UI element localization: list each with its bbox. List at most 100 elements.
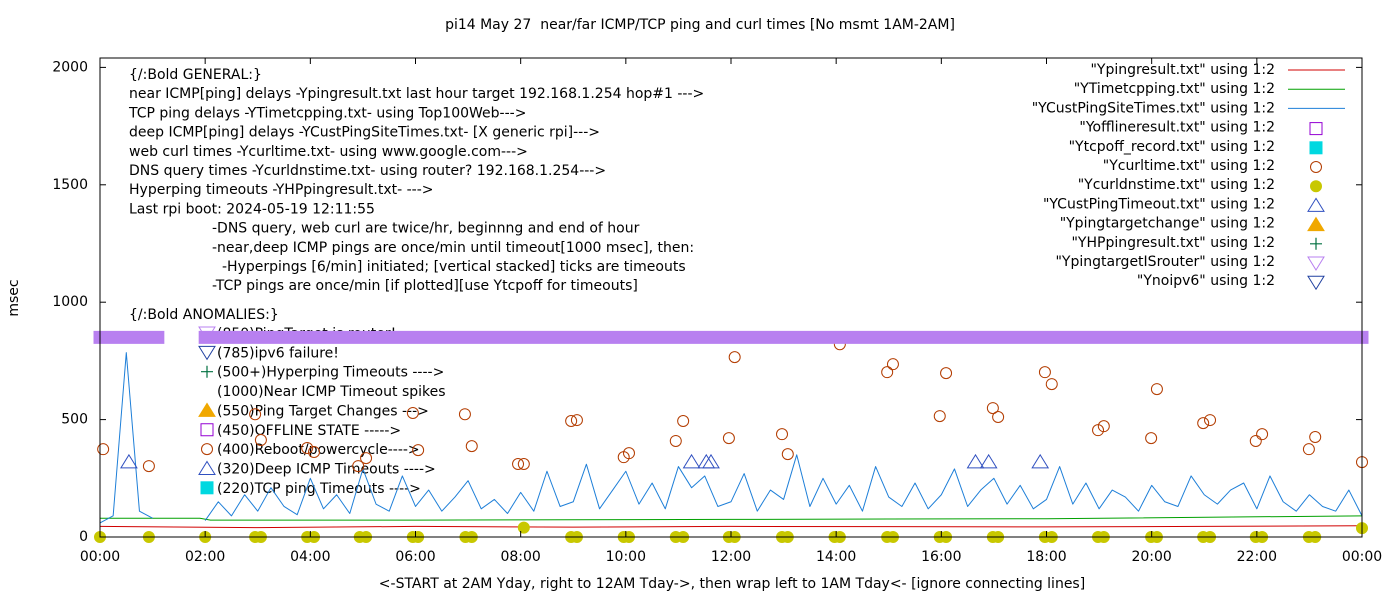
x-tick-label: 02:00	[185, 549, 225, 565]
annotation: deep ICMP[ping] delays -YCustPingSiteTim…	[129, 125, 600, 141]
data-point	[682, 453, 701, 469]
data-point	[933, 410, 946, 423]
legend-label: "YpingtargetISrouter" using 1:2	[1055, 254, 1275, 270]
data-point	[1031, 453, 1050, 469]
annotation: (220)TCP ping Timeouts ---->	[217, 481, 421, 497]
annotation: (500+)Hyperping Timeouts ---->	[217, 365, 444, 381]
legend-swatch	[1310, 180, 1322, 193]
legend-label: "Ycurldnstime.txt" using 1:2	[1078, 177, 1275, 193]
data-point	[352, 460, 365, 473]
x-tick-label: 10:00	[606, 549, 646, 565]
data-point	[1038, 366, 1051, 379]
chart-title: pi14 May 27 near/far ICMP/TCP ping and c…	[445, 17, 955, 33]
annotation-icon	[201, 365, 213, 378]
y-tick-label: 0	[79, 529, 88, 545]
annotation: DNS query times -Ycurldnstime.txt- using…	[129, 163, 606, 179]
x-tick-label: 18:00	[1026, 549, 1066, 565]
data-point	[781, 448, 794, 461]
legend-swatch	[1307, 197, 1325, 212]
data-point	[622, 447, 635, 460]
legend-label: "YTimetcpping.txt" using 1:2	[1074, 81, 1275, 97]
data-point	[1145, 432, 1158, 445]
data-point	[458, 408, 471, 421]
data-point	[412, 444, 425, 457]
data-point	[570, 414, 583, 427]
annotation: Hyperping timeouts -YHPpingresult.txt- -…	[129, 182, 434, 198]
data-point	[1249, 434, 1262, 447]
legend-swatch	[1307, 216, 1325, 232]
data-point	[142, 460, 155, 473]
annotation-icon	[200, 423, 214, 437]
legend-label: "Ynoipv6" using 1:2	[1137, 273, 1275, 289]
data-point	[728, 351, 741, 364]
series-line	[99, 525, 1363, 529]
x-tick-label: 14:00	[816, 549, 856, 565]
data-point	[1150, 383, 1163, 396]
legend-label: "YHPpingresult.txt" using 1:2	[1071, 235, 1275, 251]
legend-label: "Ytcpoff_record.txt" using 1:2	[1069, 139, 1275, 155]
x-tick-label: 08:00	[500, 549, 540, 565]
data-point	[966, 453, 985, 469]
data-point	[677, 415, 690, 428]
data-point	[517, 521, 530, 534]
y-tick-label: 2000	[52, 59, 88, 75]
data-point	[986, 402, 999, 415]
annotation: (400)Reboot/powercycle---->	[217, 442, 420, 458]
annotation: Last rpi boot: 2024-05-19 12:11:55	[129, 201, 375, 217]
x-axis-label: <-START at 2AM Yday, right to 12AM Tday-…	[379, 576, 1085, 592]
data-point	[1309, 430, 1322, 443]
data-point	[702, 453, 720, 469]
x-tick-label: 20:00	[1131, 549, 1171, 565]
legend-swatch	[1310, 161, 1322, 173]
data-point	[992, 411, 1005, 424]
data-point	[565, 415, 578, 428]
annotation-icon	[198, 345, 216, 361]
y-tick-label: 1500	[52, 177, 88, 193]
y-tick-label: 500	[61, 412, 88, 428]
data-point	[881, 366, 894, 379]
data-point	[1097, 420, 1110, 433]
series-line	[100, 515, 1363, 521]
x-tick-label: 00:00	[80, 549, 120, 565]
annotation: {/:Bold ANOMALIES:}	[129, 307, 279, 323]
data-point	[360, 452, 373, 465]
legend-swatch	[1310, 237, 1322, 250]
legend-label: "YCustPingTimeout.txt" using 1:2	[1043, 196, 1275, 212]
series-line	[99, 352, 1363, 524]
annotation: (785)ipv6 failure!	[217, 345, 339, 361]
legend-label: "Ypingresult.txt" using 1:2	[1090, 62, 1275, 78]
annotation: -DNS query, web curl are twice/hr, begin…	[212, 221, 640, 237]
x-tick-label: 00:00	[1342, 549, 1382, 565]
annotation: web curl times -Ycurltime.txt- using www…	[129, 144, 528, 160]
legend-label: "Ycurltime.txt" using 1:2	[1103, 158, 1275, 174]
data-point	[776, 428, 789, 441]
data-point	[1256, 428, 1269, 441]
legend-label: "YCustPingSiteTimes.txt" using 1:2	[1032, 100, 1275, 116]
y-axis-label: msec	[6, 279, 22, 316]
annotation: (450)OFFLINE STATE ----->	[217, 423, 401, 439]
annotation-icon	[198, 402, 216, 417]
annotation-icon	[198, 460, 216, 475]
data-point	[97, 443, 110, 456]
annotation: (1000)Near ICMP Timeout spikes	[217, 384, 446, 400]
data-point	[1204, 414, 1217, 427]
data-point	[1302, 443, 1315, 456]
data-point	[301, 442, 314, 455]
x-tick-label: 12:00	[711, 549, 751, 565]
data-point	[886, 358, 899, 371]
annotations: {/:Bold GENERAL:} near ICMP[ping] delays …	[128, 67, 704, 497]
annotation: (320)Deep ICMP Timeouts ---->	[217, 461, 436, 477]
x-tick-label: 04:00	[290, 549, 330, 565]
y-tick-label: 1000	[52, 294, 88, 310]
legend-label: "Yofflineresult.txt" using 1:2	[1079, 120, 1275, 136]
legend-swatch	[1309, 122, 1323, 136]
legend-label: "Ypingtargetchange" using 1:2	[1060, 216, 1275, 232]
data-point	[722, 432, 735, 445]
annotation-icon	[200, 481, 214, 495]
annotation: {/:Bold GENERAL:}	[129, 67, 262, 83]
x-tick-label: 16:00	[921, 549, 961, 565]
annotation: -near,deep ICMP pings are once/min until…	[212, 240, 694, 256]
data-point	[406, 407, 419, 420]
